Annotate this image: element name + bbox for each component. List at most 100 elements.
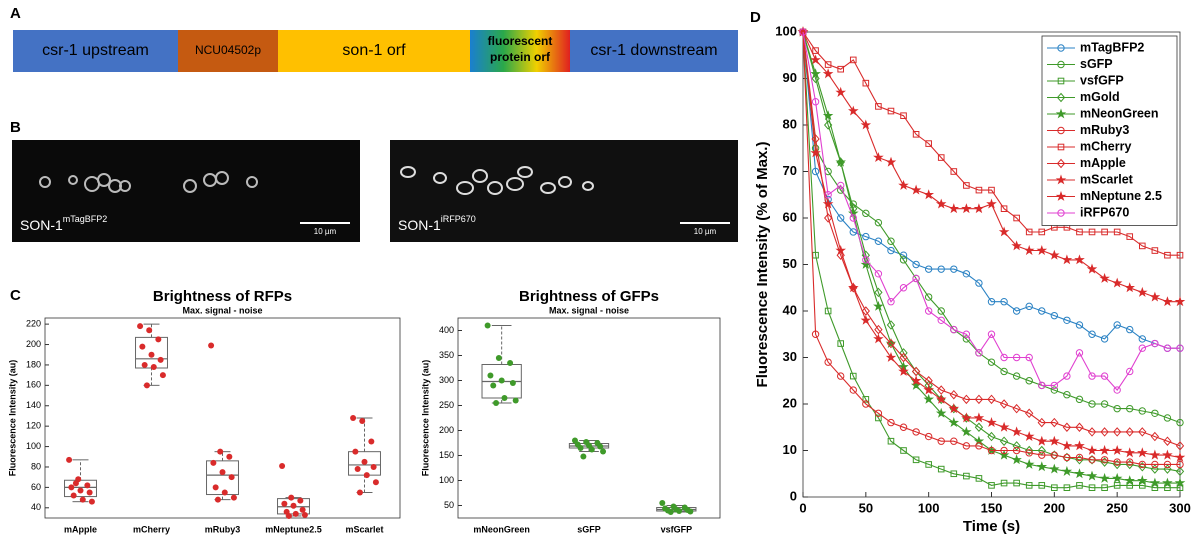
data-point	[219, 469, 226, 476]
marker	[975, 475, 983, 482]
marker	[1125, 459, 1134, 470]
marker	[1151, 247, 1159, 254]
marker	[1174, 451, 1186, 462]
marker	[1013, 479, 1020, 487]
marker	[924, 307, 933, 315]
marker	[1012, 307, 1021, 315]
marker	[1012, 441, 1021, 451]
data-point	[226, 453, 233, 460]
marker	[1149, 291, 1161, 302]
marker	[912, 131, 920, 138]
x-tick-label: 50	[859, 500, 873, 515]
y-tick-label: 250	[439, 400, 454, 410]
marker	[873, 300, 884, 311]
marker	[1061, 440, 1073, 451]
y-tick-label: 40	[783, 302, 797, 317]
marker	[1124, 447, 1135, 458]
marker	[1151, 339, 1159, 348]
marker	[810, 147, 821, 158]
x-tick-label: 250	[1106, 500, 1128, 515]
marker	[950, 470, 958, 478]
y-tick-label: 180	[26, 359, 41, 369]
panel-label: D	[750, 9, 761, 26]
marker	[1175, 466, 1185, 477]
marker	[1075, 321, 1084, 329]
marker	[1163, 344, 1172, 352]
marker	[937, 265, 945, 273]
marker	[987, 394, 996, 405]
marker	[1113, 321, 1121, 329]
marker	[1100, 456, 1109, 464]
marker	[1061, 465, 1073, 476]
x-tick-label: 200	[1043, 500, 1065, 515]
data-point	[279, 462, 286, 469]
data-point	[139, 343, 146, 350]
marker	[1038, 482, 1046, 489]
marker	[1126, 367, 1134, 376]
marker	[1149, 449, 1161, 460]
data-point	[281, 500, 288, 507]
scale-bar-label: 10 µm	[314, 227, 337, 236]
marker	[1023, 244, 1035, 256]
marker	[1000, 205, 1008, 212]
marker	[1101, 228, 1108, 236]
legend-marker	[1057, 60, 1065, 69]
y-tick-label: 200	[439, 425, 454, 435]
box	[206, 460, 239, 496]
marker	[1137, 286, 1148, 297]
marker	[1075, 395, 1084, 404]
marker	[1050, 381, 1059, 390]
legend-label: mTagBFP2	[1080, 40, 1144, 54]
legend-label: sGFP	[1080, 57, 1113, 71]
construct-segment	[570, 30, 738, 72]
data-point	[214, 496, 221, 503]
marker	[900, 112, 907, 120]
marker	[898, 365, 909, 376]
chart-title: Brightness of RFPs	[153, 288, 292, 305]
data-point	[490, 382, 497, 389]
marker	[1050, 417, 1059, 428]
marker	[937, 385, 946, 395]
marker	[1012, 446, 1021, 455]
y-tick-label: 10	[783, 442, 797, 457]
marker	[874, 287, 883, 298]
data-point	[493, 400, 500, 406]
data-point	[350, 415, 357, 421]
marker	[1113, 482, 1121, 489]
marker	[949, 389, 958, 400]
data-point	[588, 446, 595, 453]
marker	[862, 209, 870, 218]
y-tick-label: 80	[783, 116, 797, 131]
marker	[887, 107, 895, 115]
marker	[1075, 453, 1084, 462]
marker	[1063, 372, 1071, 380]
marker	[962, 330, 971, 338]
marker	[811, 330, 820, 338]
marker	[1075, 349, 1084, 357]
marker	[937, 307, 945, 315]
marker	[1049, 435, 1060, 446]
marker	[822, 110, 834, 121]
marker	[1074, 468, 1085, 479]
line	[802, 31, 1180, 489]
marker	[912, 274, 920, 283]
plot-frame	[44, 317, 401, 519]
marker	[1025, 408, 1034, 419]
data-point	[208, 342, 215, 349]
marker	[887, 418, 895, 427]
y-tick-label: 140	[26, 400, 41, 410]
marker	[924, 432, 933, 441]
marker	[912, 456, 920, 464]
marker	[811, 167, 820, 176]
marker	[873, 333, 884, 344]
data-point	[354, 466, 361, 473]
marker	[973, 412, 985, 423]
marker	[948, 417, 960, 428]
data-point	[487, 372, 494, 379]
marker	[848, 105, 859, 116]
marker	[1126, 458, 1134, 466]
line	[802, 31, 1180, 349]
data-point	[230, 494, 237, 501]
data-point	[297, 497, 304, 504]
data-point	[66, 456, 73, 463]
